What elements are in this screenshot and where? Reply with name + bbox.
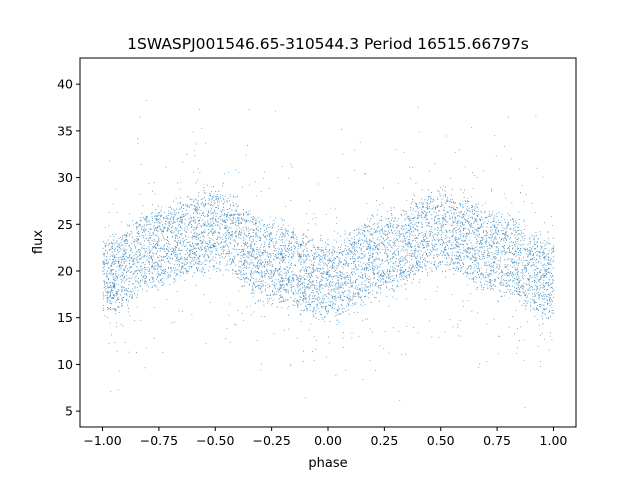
x-tick-label: 0.00 xyxy=(314,433,342,448)
x-axis-label: phase xyxy=(308,456,347,471)
x-tick-label: 1.00 xyxy=(540,433,568,448)
x-tick-label: 0.50 xyxy=(427,433,455,448)
y-tick-label: 40 xyxy=(57,77,73,92)
x-tick-label: −0.75 xyxy=(140,433,178,448)
y-tick-label: 30 xyxy=(57,170,73,185)
y-axis-label: flux xyxy=(31,230,46,254)
flux-points xyxy=(102,100,555,408)
y-tick-label: 25 xyxy=(57,217,73,232)
y-tick-label: 20 xyxy=(57,263,73,278)
chart-title: 1SWASPJ001546.65-310544.3 Period 16515.6… xyxy=(127,35,529,53)
y-tick-label: 35 xyxy=(57,123,73,138)
x-axis-ticks: −1.00 −0.75 −0.50 −0.25 0.00 0.25 0.50 0.75 1.00 xyxy=(83,427,567,448)
y-axis-ticks: 5 10 15 20 25 30 35 40 xyxy=(57,77,80,419)
y-tick-label: 10 xyxy=(57,357,73,372)
x-tick-label: −0.25 xyxy=(252,433,290,448)
x-tick-label: 0.25 xyxy=(370,433,398,448)
x-tick-label: −0.50 xyxy=(196,433,234,448)
x-tick-label: −1.00 xyxy=(83,433,121,448)
y-tick-label: 5 xyxy=(65,404,73,419)
plot-frame xyxy=(79,57,577,428)
data-points xyxy=(102,100,555,408)
x-tick-label: 0.75 xyxy=(483,433,511,448)
y-tick-label: 15 xyxy=(57,310,73,325)
